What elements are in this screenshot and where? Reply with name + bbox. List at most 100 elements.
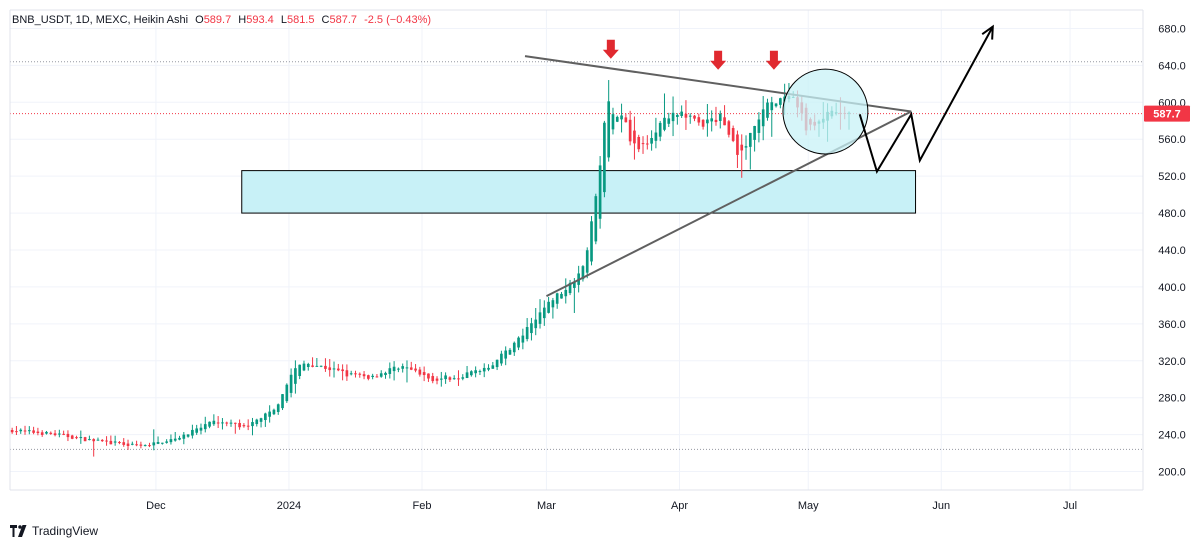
- candle-body: [409, 367, 413, 370]
- candle-body: [504, 350, 508, 359]
- candle-body: [491, 365, 495, 369]
- candle: [139, 441, 143, 449]
- candle: [706, 104, 709, 137]
- candle-body: [465, 372, 469, 379]
- current-price-badge-bg: [1144, 105, 1190, 122]
- candle: [143, 444, 147, 447]
- candle-body: [684, 113, 688, 118]
- candle: [663, 93, 666, 132]
- candle: [431, 372, 435, 384]
- candle-body: [53, 433, 57, 436]
- candle-body: [779, 98, 782, 105]
- candle: [113, 435, 117, 446]
- candle: [79, 430, 83, 444]
- candle-body: [289, 374, 293, 393]
- candle-body: [268, 411, 271, 417]
- candle-body: [598, 165, 602, 219]
- candle-body: [560, 293, 563, 299]
- candle-body: [225, 422, 229, 424]
- candle: [152, 429, 156, 451]
- open-label: O: [195, 14, 204, 26]
- candle-body: [628, 119, 632, 142]
- candle: [435, 376, 439, 385]
- candle-body: [311, 365, 314, 367]
- candle: [542, 300, 546, 326]
- candle-body: [36, 431, 40, 434]
- candle-body: [555, 293, 559, 304]
- x-tick-label: 2024: [277, 500, 301, 512]
- candle: [336, 363, 340, 372]
- candle-body: [581, 266, 585, 280]
- candle: [547, 296, 550, 314]
- candle: [461, 374, 465, 381]
- candle: [731, 125, 735, 143]
- candle-body: [384, 372, 387, 376]
- demand-zone-rect: [241, 170, 917, 214]
- candle-body: [452, 378, 456, 380]
- candle: [538, 299, 542, 329]
- symbol-label: BNB_USDT, 1D, MEXC, Heikin Ashi: [12, 14, 189, 26]
- candle: [298, 364, 302, 380]
- candle-body: [671, 112, 675, 122]
- candle-body: [341, 369, 344, 372]
- candle: [289, 368, 293, 398]
- candle: [573, 278, 576, 313]
- candle-body: [45, 431, 48, 434]
- candle-body: [130, 443, 134, 445]
- candle-body: [62, 433, 65, 435]
- candle: [748, 132, 752, 170]
- candle: [268, 405, 271, 423]
- y-tick-label: 240.0: [1158, 430, 1186, 442]
- candle-body: [534, 319, 538, 329]
- candle-body: [27, 430, 31, 432]
- candle-body: [620, 115, 623, 120]
- y-tick-label: 560.0: [1158, 134, 1186, 146]
- candle-body: [706, 119, 709, 124]
- close-label: C: [321, 14, 330, 26]
- candle-body: [126, 443, 130, 447]
- candle: [105, 436, 108, 446]
- candle: [439, 371, 443, 387]
- candle-body: [727, 121, 731, 135]
- candle: [88, 435, 91, 441]
- candle: [225, 421, 229, 427]
- candle-body: [315, 365, 319, 367]
- candle-body: [79, 437, 83, 439]
- candle: [70, 434, 74, 440]
- candle-body: [667, 118, 671, 124]
- candle-body: [10, 430, 14, 433]
- candle: [23, 425, 27, 435]
- candle-body: [414, 368, 417, 371]
- candle-body: [354, 373, 357, 375]
- candle: [362, 371, 366, 380]
- candle-body: [744, 146, 748, 148]
- candle-body: [139, 444, 143, 446]
- candle: [251, 417, 254, 436]
- candle-body: [88, 439, 91, 441]
- high-value: 593.4: [246, 14, 274, 26]
- candle-body: [298, 364, 302, 377]
- candle: [156, 436, 160, 445]
- candle: [779, 97, 782, 109]
- brand-footer[interactable]: TradingView: [10, 524, 98, 538]
- candle-body: [435, 378, 439, 381]
- candle: [379, 370, 383, 378]
- candle: [744, 135, 748, 160]
- candle-body: [306, 363, 310, 367]
- candle: [560, 291, 563, 299]
- candle: [718, 110, 722, 129]
- candle: [397, 367, 400, 373]
- candle-body: [422, 372, 426, 376]
- candle-body: [182, 434, 186, 439]
- candle: [315, 358, 319, 367]
- candle: [367, 374, 370, 381]
- candle: [221, 418, 224, 430]
- candle: [645, 135, 649, 150]
- candle-body: [487, 367, 490, 370]
- candle-body: [122, 442, 126, 445]
- candle: [130, 441, 134, 446]
- candle: [620, 103, 623, 133]
- highlight-circle: [782, 68, 869, 155]
- candle: [500, 350, 503, 366]
